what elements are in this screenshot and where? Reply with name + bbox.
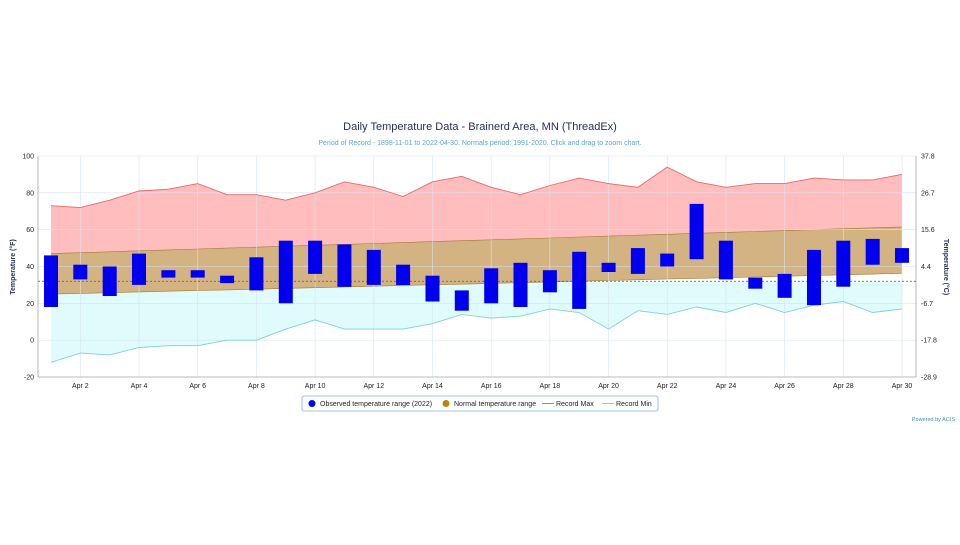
credit-text[interactable]: Powered by ACIS bbox=[912, 417, 955, 423]
record-lines bbox=[50, 166, 903, 363]
chart-title: Daily Temperature Data - Brainerd Area, … bbox=[343, 121, 617, 133]
legend-item-normal[interactable]: Normal temperature range bbox=[442, 400, 537, 408]
axes: -20 0 20 40 60 80 100 37.8 26.7 15.6 4.4 -6.7 -17.8 -… bbox=[22, 154, 937, 391]
y-tick-label-right: 37.8 bbox=[921, 154, 935, 161]
x-tick-label: Apr 28 bbox=[833, 383, 854, 390]
observed-bar[interactable] bbox=[278, 240, 293, 304]
observed-bar[interactable] bbox=[865, 238, 880, 265]
observed-bar[interactable] bbox=[836, 240, 851, 287]
y-tick-label: 60 bbox=[26, 227, 34, 234]
observed-bar[interactable] bbox=[132, 253, 146, 285]
observed-bar[interactable] bbox=[630, 248, 645, 274]
y-tick-label: 100 bbox=[22, 154, 34, 161]
y-tick-label-right: -6.7 bbox=[921, 301, 933, 308]
y-tick-label: 0 bbox=[30, 338, 34, 345]
observed-bar[interactable] bbox=[484, 268, 499, 304]
observed-bar[interactable] bbox=[777, 273, 792, 298]
observed-bar[interactable] bbox=[249, 257, 264, 291]
y-axis-title-left: Temperature (°F) bbox=[9, 239, 17, 295]
observed-bar[interactable] bbox=[572, 251, 587, 309]
x-tick-label: Apr 30 bbox=[892, 383, 913, 390]
x-tick-label: Apr 14 bbox=[422, 383, 443, 390]
y-tick-label: -20 bbox=[24, 375, 34, 382]
legend-item-record-max[interactable]: Record Max bbox=[542, 401, 594, 408]
observed-bar[interactable] bbox=[454, 290, 469, 311]
observed-bar[interactable] bbox=[337, 244, 352, 287]
y-tick-label-right: 4.4 bbox=[921, 264, 931, 271]
x-tick-label: Apr 24 bbox=[716, 383, 737, 390]
x-tick-label: Apr 12 bbox=[363, 383, 384, 390]
legend-marker bbox=[442, 400, 450, 407]
y-tick-label: 80 bbox=[26, 190, 34, 197]
x-tick-label: Apr 20 bbox=[598, 383, 619, 390]
x-tick-label: Apr 4 bbox=[131, 383, 148, 390]
x-tick-label: Apr 8 bbox=[248, 383, 265, 390]
legend-marker bbox=[308, 400, 316, 407]
x-tick-label: Apr 18 bbox=[540, 383, 561, 390]
legend-label: Observed temperature range (2022) bbox=[320, 401, 432, 408]
observed-bar[interactable] bbox=[190, 270, 205, 278]
observed-bar[interactable] bbox=[366, 249, 381, 285]
x-tick-label: Apr 10 bbox=[305, 383, 326, 390]
y-tick-label-right: 26.7 bbox=[921, 190, 935, 197]
chart-subtitle: Period of Record - 1898-11-01 to 2022-04… bbox=[318, 140, 641, 147]
x-tick-label: Apr 26 bbox=[774, 383, 795, 390]
legend-label: Normal temperature range bbox=[454, 401, 536, 408]
observed-bar[interactable] bbox=[308, 240, 323, 274]
observed-bar[interactable] bbox=[102, 266, 117, 297]
observed-bar[interactable] bbox=[542, 270, 557, 293]
normal-high-line bbox=[50, 226, 903, 254]
cold-area bbox=[51, 281, 902, 363]
normal-low-line bbox=[50, 273, 903, 295]
y-tick-label: 20 bbox=[26, 301, 34, 308]
x-tick-label: Apr 2 bbox=[72, 383, 89, 390]
observed-bars[interactable] bbox=[44, 203, 909, 311]
observed-bar[interactable] bbox=[425, 275, 440, 302]
y-tick-label-right: -17.8 bbox=[921, 338, 937, 345]
area-fills bbox=[50, 167, 903, 363]
normal-range-area bbox=[51, 226, 902, 295]
x-tick-label: Apr 22 bbox=[657, 383, 678, 390]
observed-bar[interactable] bbox=[161, 270, 176, 278]
observed-bar[interactable] bbox=[807, 249, 821, 306]
y-tick-label: 40 bbox=[26, 264, 34, 271]
legend-item-observed[interactable]: Observed temperature range (2022) bbox=[308, 400, 433, 408]
y-tick-label-right: -28.9 bbox=[921, 375, 937, 382]
legend-box bbox=[301, 395, 659, 412]
observed-bar[interactable] bbox=[73, 264, 88, 280]
record-min-line bbox=[50, 301, 903, 363]
observed-bar[interactable] bbox=[748, 277, 763, 289]
observed-bar[interactable] bbox=[396, 264, 411, 285]
legend-item-record-min[interactable]: Record Min bbox=[602, 401, 652, 408]
x-tick-label: Apr 16 bbox=[481, 383, 502, 390]
legend[interactable]: Observed temperature range (2022) Normal … bbox=[301, 395, 659, 412]
y-tick-label-right: 15.6 bbox=[921, 227, 935, 234]
record-max-line bbox=[50, 166, 903, 209]
observed-bar[interactable] bbox=[513, 262, 528, 307]
observed-bar[interactable] bbox=[660, 253, 675, 267]
observed-bar[interactable] bbox=[689, 203, 704, 260]
observed-bar[interactable] bbox=[718, 240, 733, 280]
y-axis-title-right: Temperature (°C) bbox=[942, 239, 950, 295]
observed-bar[interactable] bbox=[601, 262, 616, 272]
legend-label: Record Max bbox=[556, 401, 594, 408]
observed-bar[interactable] bbox=[220, 275, 235, 284]
record-max-area bbox=[51, 167, 902, 254]
x-tick-label: Apr 6 bbox=[189, 383, 206, 390]
legend-label: Record Min bbox=[616, 401, 652, 408]
observed-bar[interactable] bbox=[895, 248, 909, 263]
observed-bar[interactable] bbox=[44, 255, 58, 307]
